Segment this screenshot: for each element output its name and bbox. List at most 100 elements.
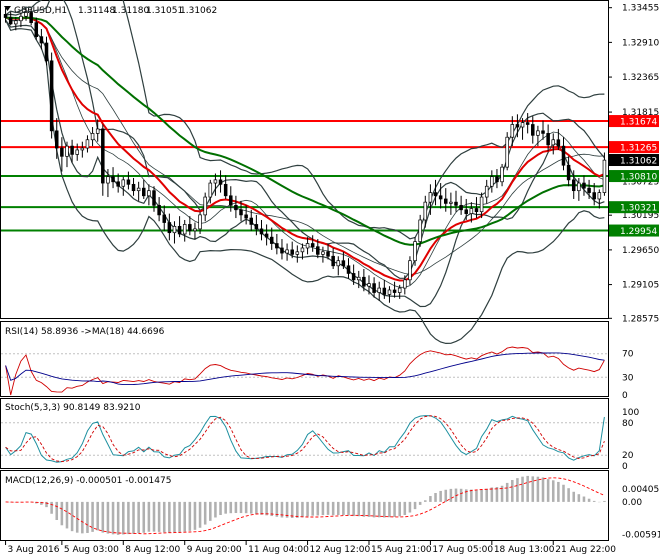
candle	[495, 169, 499, 189]
rsi-ma-line	[5, 352, 605, 386]
rsi-indicator	[1, 346, 608, 396]
candle	[121, 176, 126, 196]
candle	[505, 132, 509, 171]
rsi-panel[interactable]	[0, 321, 609, 397]
candle	[566, 156, 571, 187]
candle	[254, 214, 259, 236]
price-header: GBPUSD,H1 1.31148 1.31180 1.31051 1.3106…	[4, 6, 217, 16]
candle	[239, 200, 243, 222]
candle	[136, 181, 141, 201]
time-tick-label: 17 Aug 05:00	[432, 545, 493, 555]
candle	[269, 227, 274, 250]
level-price-box-4-label: 1.29954	[620, 227, 657, 237]
candle	[8, 11, 13, 26]
candle	[459, 195, 463, 215]
stoch-panel[interactable]	[0, 398, 609, 469]
time-tick-label: 18 Aug 13:00	[494, 545, 555, 555]
candle	[592, 183, 596, 206]
candle	[438, 183, 443, 209]
candle	[162, 205, 166, 231]
price-panel[interactable]	[0, 0, 609, 319]
candle	[541, 120, 545, 140]
candle	[377, 281, 381, 301]
candle	[433, 179, 438, 206]
candle	[336, 256, 341, 276]
candle	[464, 198, 468, 220]
candle	[234, 195, 238, 219]
candle	[80, 141, 85, 158]
candle	[188, 216, 192, 236]
macd-tick-label: 0.00	[622, 498, 642, 508]
candle	[285, 243, 289, 261]
candle	[24, 8, 28, 21]
macd-label: MACD(12,26,9) -0.000501 -0.001475	[5, 476, 171, 486]
candle	[571, 170, 576, 199]
price-tick-label: 1.32910	[622, 38, 659, 48]
candle	[111, 167, 115, 189]
candle	[551, 133, 556, 155]
candle	[126, 171, 131, 190]
candle	[346, 258, 351, 279]
collapse-arrow-icon[interactable]	[4, 6, 11, 11]
level-price-box-3: 1.30321	[609, 201, 659, 214]
candle	[367, 275, 371, 295]
level-price-box-0-label: 1.31674	[620, 118, 657, 128]
candle	[34, 17, 39, 40]
rsi-tick-label: 30	[622, 373, 634, 383]
candle	[101, 124, 105, 196]
candle	[218, 170, 223, 193]
candle	[602, 152, 607, 196]
candle	[208, 179, 213, 204]
candle	[387, 286, 392, 303]
candle	[515, 114, 520, 138]
candle	[305, 237, 310, 255]
candle	[95, 119, 100, 142]
candle	[326, 243, 330, 260]
candle	[351, 264, 356, 285]
time-tick-label: 12 Aug 12:00	[310, 545, 371, 555]
candle	[382, 279, 387, 299]
stoch-tick-label: 100	[622, 408, 639, 418]
candle	[193, 222, 197, 240]
candle	[167, 213, 172, 241]
time-tick-label: 5 Aug 03:00	[64, 545, 119, 555]
bb-narrow-upper-band	[5, 0, 605, 279]
bb-narrow-middle-band	[5, 17, 605, 288]
candle	[29, 9, 33, 26]
macd-tick-label: -0.00591	[622, 531, 660, 541]
candle	[310, 235, 315, 252]
candle	[106, 169, 110, 198]
ohlc-high: 1.31180	[112, 6, 149, 16]
candle	[397, 284, 402, 299]
rsi-tick-label: 0	[622, 391, 628, 401]
candle	[454, 190, 458, 212]
candle	[213, 173, 218, 196]
candle	[198, 211, 202, 234]
candle	[479, 192, 484, 219]
level-price-box-0: 1.31674	[609, 115, 659, 128]
candle	[597, 189, 602, 209]
candle	[49, 52, 54, 139]
level-price-box-1: 1.31265	[609, 141, 659, 154]
candle	[182, 219, 187, 242]
level-price-box-2: 1.30810	[609, 170, 659, 183]
candle	[500, 163, 504, 187]
candle	[65, 141, 69, 168]
candle	[60, 137, 64, 172]
candle	[259, 219, 264, 241]
candle	[418, 214, 422, 247]
bb-wide-lower-band	[5, 19, 605, 345]
candle	[44, 36, 49, 66]
candle	[147, 184, 151, 206]
candle	[408, 256, 412, 285]
macd-indicator	[5, 475, 606, 535]
time-tick-label: 8 Aug 12:00	[125, 545, 180, 555]
candle	[290, 241, 294, 259]
candle	[177, 216, 182, 238]
candle	[85, 135, 90, 153]
candle	[490, 170, 494, 193]
price-overlays	[5, 0, 605, 345]
candle	[249, 209, 254, 231]
candle	[275, 233, 279, 255]
